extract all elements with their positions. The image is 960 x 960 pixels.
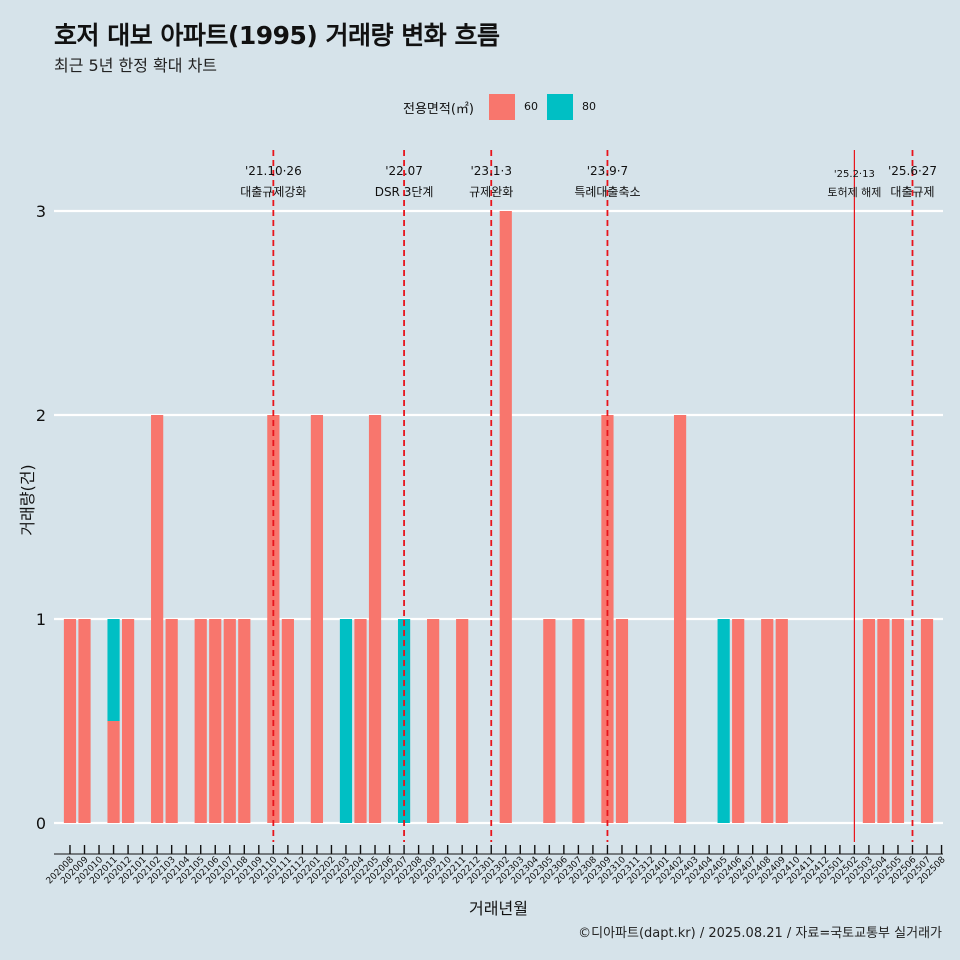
bar-60-202307: [572, 619, 585, 823]
event-date-label: '22.07: [385, 164, 423, 178]
bar-60-202209: [427, 619, 440, 823]
y-tick-label: 3: [36, 202, 46, 221]
bar-60-202507: [920, 619, 934, 823]
bar-60-202211: [456, 619, 469, 823]
legend-label-60: 60: [524, 100, 538, 113]
y-tick-label: 1: [36, 610, 46, 629]
bar-80-202011: [107, 619, 120, 721]
event-name-label: 토허제 해제: [827, 185, 881, 199]
chart-title: 호저 대보 아파트(1995) 거래량 변화 흐름: [54, 21, 500, 50]
bar-80-202203: [339, 619, 353, 823]
bar-60-202305: [543, 619, 556, 823]
legend-label-80: 80: [582, 100, 596, 113]
bar-60-202505: [891, 619, 905, 823]
legend-swatch-60: [489, 94, 515, 120]
bar-60-202103: [165, 619, 178, 823]
bar-60-202402: [673, 415, 687, 823]
bar-60-202011: [107, 721, 120, 823]
bar-60-202408: [761, 619, 774, 823]
bar-60-202108: [238, 619, 251, 823]
legend-title: 전용면적(㎡): [403, 102, 474, 117]
y-tick-label: 2: [36, 406, 46, 425]
bar-60-202009: [78, 619, 91, 823]
event-name-label: DSR 3단계: [375, 185, 434, 199]
y-tick-label: 0: [36, 814, 46, 833]
bar-60-202012: [121, 619, 135, 823]
bar-60-202111: [281, 619, 294, 823]
legend: 전용면적(㎡) 60 80: [0, 94, 960, 122]
event-date-label: '23.9·7: [587, 164, 628, 178]
bar-60-202107: [223, 619, 236, 823]
x-axis-title: 거래년월: [469, 899, 528, 918]
source-caption: ©디아파트(dapt.kr) / 2025.08.21 / 자료=국토교통부 실…: [578, 926, 942, 941]
event-date-label: '25.6·27: [888, 164, 937, 178]
bar-60-202204: [354, 619, 367, 823]
event-name-label: 규제완화: [469, 185, 513, 199]
event-date-label: '23.1·3: [471, 164, 512, 178]
bar-60-202504: [877, 619, 890, 823]
bar-60-202008: [63, 619, 77, 823]
y-axis-title: 거래량(건): [18, 464, 37, 535]
bar-60-202110: [267, 415, 280, 823]
event-date-label: '21.10·26: [245, 164, 302, 178]
event-name-label: 대출규제강화: [240, 185, 306, 199]
bar-60-202309: [601, 415, 614, 823]
event-name-label: 대출규제: [890, 185, 934, 199]
bar-80-202405: [717, 619, 730, 823]
bar-60-202102: [151, 415, 164, 823]
event-name-label: 특례대출축소: [574, 185, 640, 199]
legend-swatch-80: [547, 94, 573, 120]
event-date-label: '25.2·13: [834, 169, 875, 180]
bar-60-202302: [499, 211, 512, 823]
bar-60-202310: [615, 619, 629, 823]
bar-60-202406: [732, 619, 745, 823]
chart-subtitle: 최근 5년 한정 확대 차트: [54, 56, 218, 75]
bar-60-202503: [862, 619, 876, 823]
bar-60-202409: [775, 619, 788, 823]
bar-60-202205: [368, 415, 382, 823]
bar-60-202106: [209, 619, 222, 823]
bar-60-202201: [310, 415, 324, 823]
bar-60-202105: [194, 619, 207, 823]
